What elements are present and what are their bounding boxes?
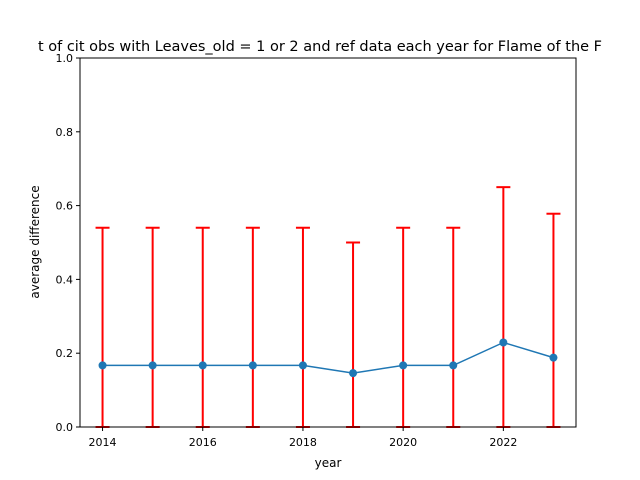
series-line [102,341,554,374]
y-tick-label: 1.0 [56,52,74,65]
data-point [298,361,307,370]
data-point [148,361,157,370]
y-axis-label: average difference [28,185,42,298]
y-tick-label: 0.0 [56,421,74,434]
data-point [399,361,408,370]
x-axis-label: year [315,456,342,470]
axes-frame [79,57,577,428]
plot-area [95,186,561,428]
data-point [349,369,358,378]
y-tick-label: 0.2 [56,347,74,360]
x-tick-label: 2022 [489,436,517,449]
data-point [248,361,257,370]
data-point [98,361,107,370]
x-tick-label: 2014 [89,436,117,449]
data-point [198,361,207,370]
chart-title: t of cit obs with Leaves_old = 1 or 2 an… [38,39,602,55]
data-point [549,353,558,362]
data-point [449,361,458,370]
x-tick-label: 2020 [389,436,417,449]
data-point [499,338,508,347]
y-tick-label: 0.8 [56,126,74,139]
y-tick-label: 0.4 [56,273,74,286]
x-tick-label: 2016 [189,436,217,449]
y-tick-label: 0.6 [56,200,74,213]
x-tick-label: 2018 [289,436,317,449]
